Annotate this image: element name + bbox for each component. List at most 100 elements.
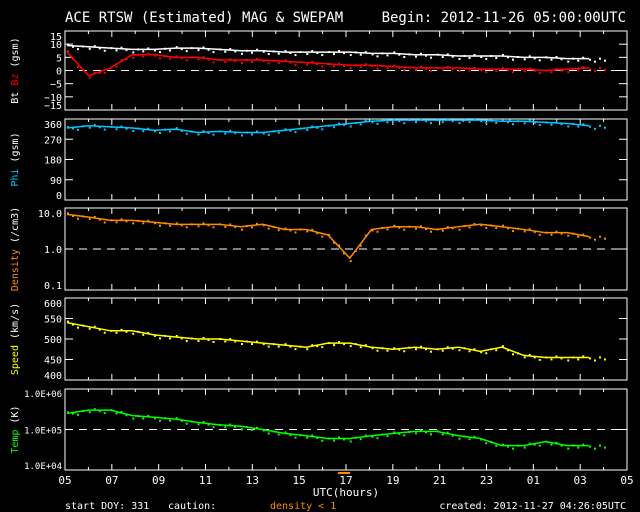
data-point-speed	[175, 334, 178, 337]
data-point-phi	[229, 129, 232, 132]
y-tick-label: 550	[44, 315, 62, 326]
data-point-temp	[219, 423, 222, 426]
data-point-bz	[169, 57, 171, 60]
data-point-speed	[207, 339, 210, 341]
data-point-bz	[599, 66, 601, 69]
data-point-bt	[403, 56, 406, 59]
data-point-bz	[88, 76, 91, 79]
data-point-phi	[267, 133, 270, 136]
data-point-phi	[190, 130, 193, 133]
data-point-speed	[436, 348, 439, 351]
data-point-bt	[321, 54, 324, 57]
data-point-density	[589, 236, 591, 239]
data-point-speed	[572, 356, 575, 359]
data-point-phi	[98, 126, 101, 129]
y-tick-label: 10	[50, 40, 62, 51]
data-point-density	[229, 223, 232, 226]
data-point-bt	[142, 50, 145, 53]
data-point-temp	[502, 443, 504, 446]
data-point-bt	[425, 54, 427, 57]
data-point-phi	[463, 119, 466, 122]
data-point-bt	[517, 56, 519, 59]
y-tick-label: −15	[44, 101, 62, 112]
data-point-speed	[463, 347, 466, 350]
data-point-bz	[338, 62, 340, 65]
data-point-bz	[468, 69, 471, 72]
data-point-bt	[224, 50, 227, 53]
data-point-phi	[425, 120, 427, 123]
y-tick-label: 180	[44, 156, 62, 167]
data-point-bz	[436, 66, 439, 69]
data-point-temp	[349, 440, 352, 443]
data-point-speed	[82, 324, 84, 327]
data-point-temp	[289, 434, 292, 437]
data-point-phi	[594, 127, 596, 130]
data-point-bt	[393, 51, 396, 54]
series-line-density	[66, 213, 590, 260]
data-point-bt	[594, 60, 596, 63]
data-point-speed	[359, 346, 362, 349]
data-point-phi	[490, 119, 493, 122]
data-point-density	[577, 235, 580, 238]
data-point-phi	[294, 131, 297, 134]
created-time: created: 2012-11-27 04:26:05UTC	[439, 501, 626, 512]
data-point-bz	[441, 68, 444, 71]
x-tick-label: 23	[480, 474, 493, 487]
x-tick-label: 11	[199, 474, 212, 487]
data-point-density	[185, 226, 188, 229]
data-point-speed	[458, 349, 461, 352]
data-point-bz	[120, 59, 123, 62]
data-point-bt	[132, 51, 135, 54]
data-point-bz	[343, 64, 345, 67]
data-point-phi	[364, 119, 367, 122]
data-point-bt	[277, 52, 280, 55]
data-point-bt	[202, 46, 205, 49]
data-point-bz	[93, 71, 96, 74]
data-point-phi	[185, 132, 188, 135]
data-point-temp	[110, 409, 113, 412]
data-point-density	[212, 226, 215, 229]
data-point-speed	[197, 340, 200, 342]
data-point-density	[197, 225, 200, 228]
data-point-bt	[555, 55, 558, 58]
data-point-density	[468, 226, 471, 229]
data-point-temp	[567, 447, 570, 450]
data-point-speed	[604, 358, 606, 361]
data-point-speed	[364, 344, 367, 347]
data-point-bt	[185, 50, 188, 53]
y-axis-label: Density (/cm3)	[10, 207, 21, 291]
data-point-density	[425, 228, 427, 231]
data-point-phi	[88, 126, 91, 129]
data-point-temp	[512, 447, 514, 450]
data-point-bt	[436, 53, 439, 56]
data-point-bt	[219, 48, 222, 51]
data-point-density	[333, 241, 335, 244]
data-point-phi	[110, 125, 113, 128]
data-point-bt	[234, 50, 237, 53]
data-point-bz	[550, 71, 553, 74]
data-point-phi	[560, 123, 563, 126]
data-point-temp	[594, 447, 596, 450]
data-point-bt	[463, 55, 466, 58]
data-point-temp	[82, 409, 84, 412]
data-point-bt	[523, 58, 526, 61]
data-point-bt	[507, 56, 509, 59]
data-point-phi	[359, 123, 362, 126]
y-tick-label: 1.0E+06	[24, 390, 62, 400]
data-point-density	[555, 230, 558, 233]
data-point-phi	[512, 123, 514, 126]
data-point-speed	[190, 337, 193, 340]
data-point-phi	[376, 122, 379, 125]
y-axis-label-part: (km/s)	[10, 303, 21, 345]
data-point-bz	[328, 62, 330, 65]
data-point-temp	[224, 426, 227, 429]
data-point-density	[164, 222, 166, 225]
y-tick-label: 270	[44, 135, 62, 146]
y-axis-label-part: (gsm)	[10, 132, 21, 168]
data-point-phi	[246, 131, 248, 134]
data-point-bz	[507, 69, 509, 72]
data-point-bz	[490, 68, 493, 71]
data-point-bz	[451, 67, 454, 70]
y-tick-label: 15	[50, 32, 62, 43]
data-point-temp	[533, 443, 536, 446]
